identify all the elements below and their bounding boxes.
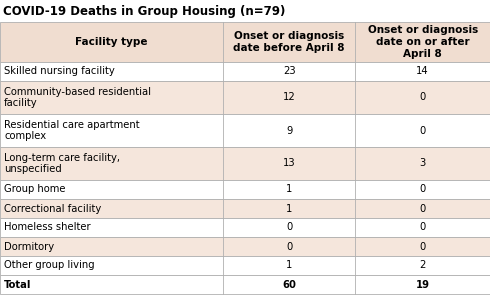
Text: Onset or diagnosis
date on or after
April 8: Onset or diagnosis date on or after Apri…: [368, 25, 478, 59]
Text: Facility type: Facility type: [75, 37, 147, 47]
Text: Correctional facility: Correctional facility: [4, 204, 101, 213]
Text: 12: 12: [283, 92, 295, 102]
Text: Other group living: Other group living: [4, 260, 95, 271]
Text: COVID-19 Deaths in Group Housing (n=79): COVID-19 Deaths in Group Housing (n=79): [3, 6, 285, 18]
Bar: [0, 237, 490, 256]
Text: 0: 0: [419, 92, 426, 102]
Text: 1: 1: [286, 260, 293, 271]
Text: Skilled nursing facility: Skilled nursing facility: [4, 67, 115, 76]
Bar: [0, 256, 490, 275]
Text: 2: 2: [419, 260, 426, 271]
Bar: [0, 199, 490, 218]
Bar: [0, 81, 490, 114]
Text: 0: 0: [419, 126, 426, 136]
Text: 0: 0: [419, 204, 426, 213]
Text: Community-based residential
facility: Community-based residential facility: [4, 87, 151, 108]
Text: 14: 14: [416, 67, 429, 76]
Text: 23: 23: [283, 67, 295, 76]
Text: Group home: Group home: [4, 184, 66, 194]
Bar: [0, 218, 490, 237]
Text: Long-term care facility,
unspecified: Long-term care facility, unspecified: [4, 153, 120, 174]
Text: Residential care apartment
complex: Residential care apartment complex: [4, 120, 140, 141]
Bar: [0, 147, 490, 180]
Text: 0: 0: [419, 242, 426, 252]
Text: 1: 1: [286, 204, 293, 213]
Text: 60: 60: [282, 279, 296, 289]
Text: 0: 0: [419, 184, 426, 194]
Text: 1: 1: [286, 184, 293, 194]
Bar: [0, 22, 490, 62]
Bar: [0, 180, 490, 199]
Text: Total: Total: [4, 279, 31, 289]
Text: 0: 0: [286, 242, 292, 252]
Text: Dormitory: Dormitory: [4, 242, 54, 252]
Text: Homeless shelter: Homeless shelter: [4, 223, 91, 232]
Bar: [0, 275, 490, 294]
Text: Onset or diagnosis
date before April 8: Onset or diagnosis date before April 8: [233, 31, 345, 53]
Bar: [0, 62, 490, 81]
Text: 0: 0: [419, 223, 426, 232]
Text: 3: 3: [419, 158, 426, 168]
Text: 13: 13: [283, 158, 295, 168]
Text: 19: 19: [416, 279, 430, 289]
Text: 0: 0: [286, 223, 292, 232]
Bar: [0, 114, 490, 147]
Text: 9: 9: [286, 126, 293, 136]
